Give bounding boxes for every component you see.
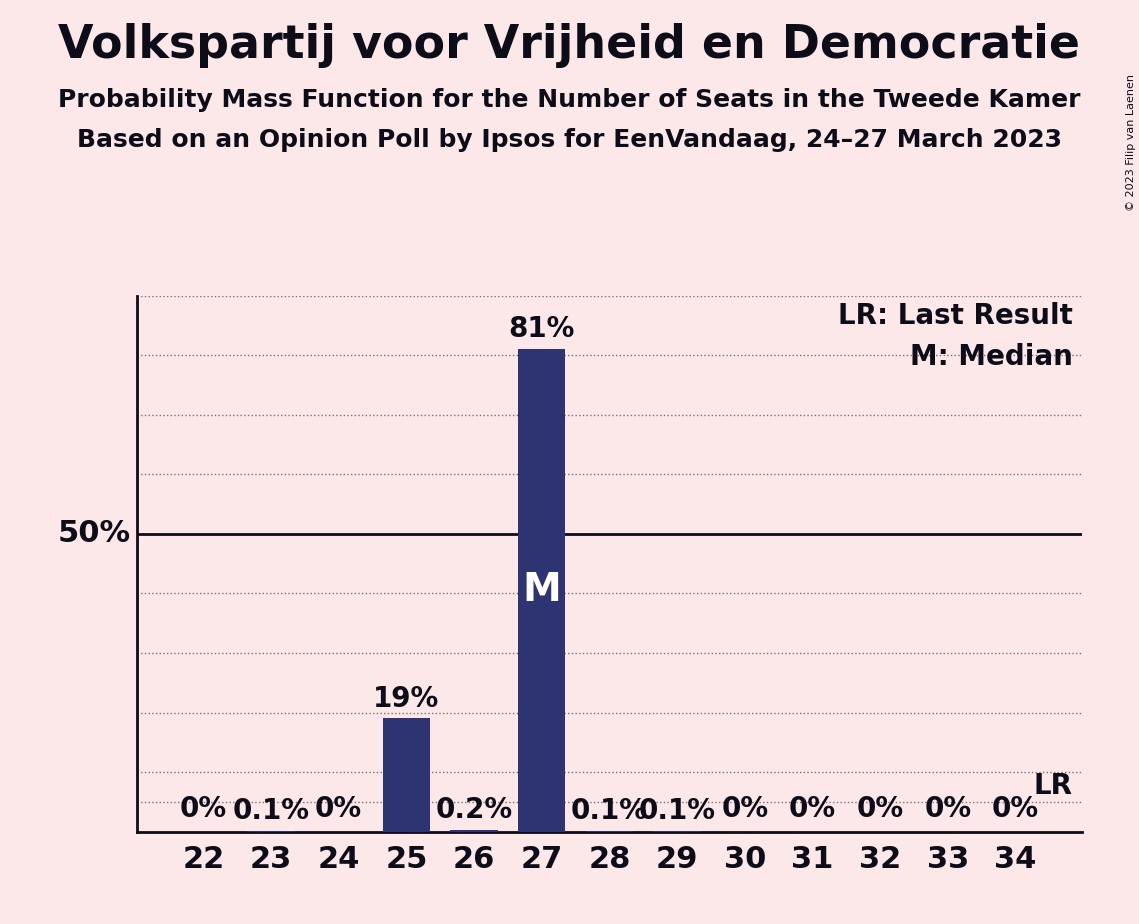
Text: Based on an Opinion Poll by Ipsos for EenVandaag, 24–27 March 2023: Based on an Opinion Poll by Ipsos for Ee… — [77, 128, 1062, 152]
Text: 81%: 81% — [508, 315, 575, 344]
Bar — [450, 831, 498, 832]
Text: 0.1%: 0.1% — [571, 797, 648, 825]
Text: 50%: 50% — [58, 519, 131, 548]
Text: 19%: 19% — [374, 685, 440, 712]
Text: 0%: 0% — [721, 795, 769, 822]
Text: M: M — [523, 571, 562, 610]
Bar — [383, 719, 431, 832]
Text: Volkspartij voor Vrijheid en Democratie: Volkspartij voor Vrijheid en Democratie — [58, 23, 1081, 68]
Text: M: Median: M: Median — [910, 344, 1073, 371]
Text: 0%: 0% — [924, 795, 972, 822]
Text: LR: LR — [1034, 772, 1073, 800]
Bar — [518, 349, 565, 832]
Text: 0.1%: 0.1% — [639, 797, 715, 825]
Text: 0.2%: 0.2% — [435, 796, 513, 824]
Text: 0%: 0% — [789, 795, 836, 822]
Text: 0%: 0% — [180, 795, 227, 822]
Text: 0.1%: 0.1% — [232, 797, 310, 825]
Text: 0%: 0% — [992, 795, 1039, 822]
Text: 0%: 0% — [857, 795, 903, 822]
Text: © 2023 Filip van Laenen: © 2023 Filip van Laenen — [1126, 74, 1136, 211]
Text: 0%: 0% — [316, 795, 362, 822]
Text: LR: Last Result: LR: Last Result — [838, 301, 1073, 330]
Text: Probability Mass Function for the Number of Seats in the Tweede Kamer: Probability Mass Function for the Number… — [58, 88, 1081, 112]
